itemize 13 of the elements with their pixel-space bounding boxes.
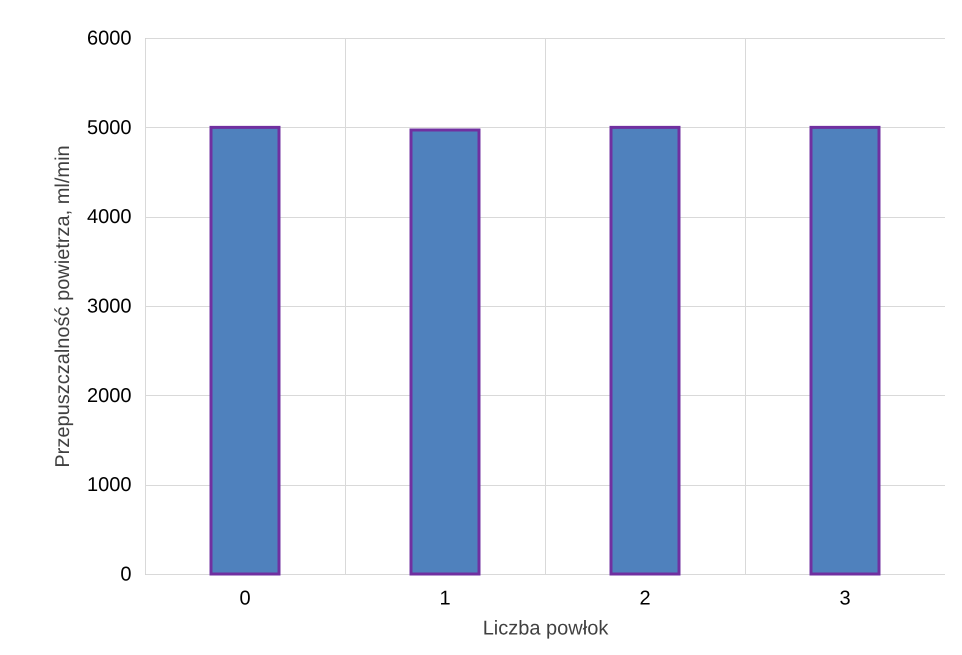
y-tick-label: 3000 — [87, 296, 132, 318]
x-tick-label: 0 — [239, 588, 251, 610]
x-tick-label: 3 — [839, 588, 851, 610]
x-tick-label: 1 — [439, 588, 451, 610]
x-axis-title: Liczba powłok — [482, 618, 610, 640]
x-tick-label: 2 — [639, 588, 651, 610]
y-tick-label: 2000 — [87, 384, 132, 407]
y-tick-label: 4000 — [87, 206, 132, 228]
y-tick-label: 1000 — [87, 474, 132, 496]
y-tick-label: 5000 — [87, 116, 132, 139]
y-axis-title: Przepuszczalność powietrza, ml/min — [52, 145, 74, 468]
y-tick-label: 0 — [120, 564, 132, 586]
y-tick-label: 6000 — [87, 28, 132, 50]
